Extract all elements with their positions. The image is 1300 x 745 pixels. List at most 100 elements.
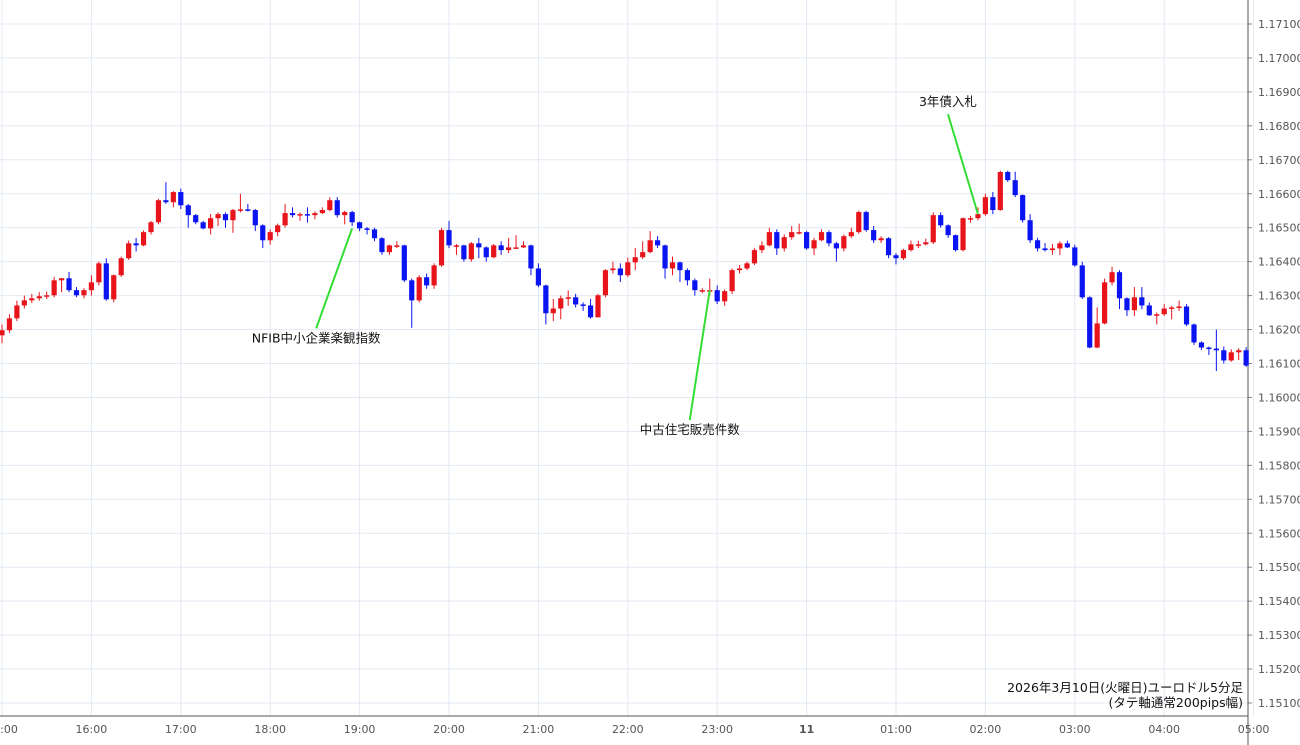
candle-down (334, 200, 340, 216)
candle-up (811, 240, 817, 249)
y-tick-label: 1.16600 (1258, 188, 1300, 201)
candle-down (535, 268, 541, 286)
candle-up (1102, 282, 1108, 324)
candle-up (856, 212, 862, 233)
candle-up (632, 257, 638, 263)
x-tick-label: 23:00 (701, 723, 733, 736)
candle-up (237, 209, 243, 211)
candle-up (520, 245, 527, 248)
candle-up (975, 214, 981, 219)
candle-up (36, 296, 42, 299)
y-tick-label: 1.16800 (1258, 120, 1300, 133)
x-tick-label: 11 (799, 723, 814, 736)
candle-up (148, 222, 154, 233)
candle-up (59, 278, 65, 281)
candle-up (647, 240, 653, 253)
candle-up (699, 290, 705, 292)
candle-up (1236, 350, 1242, 353)
candle-down (1191, 324, 1197, 343)
candle-down (1139, 297, 1145, 306)
y-tick-label: 1.15100 (1258, 697, 1300, 710)
candle-down (498, 245, 504, 251)
x-tick-label: 19:00 (344, 723, 376, 736)
candle-down (193, 215, 199, 223)
candle-up (1176, 306, 1182, 308)
candle-down (826, 232, 832, 244)
candle-up (558, 298, 564, 309)
candle-up (744, 263, 750, 269)
candle-down (461, 245, 467, 260)
candle-up (170, 192, 176, 203)
candle-down (1206, 347, 1212, 350)
annotation-line (315, 228, 354, 329)
candle-down (1072, 247, 1078, 266)
candle-up (982, 197, 988, 215)
x-tick-label: 17:00 (165, 723, 197, 736)
candle-down (424, 277, 430, 286)
chart-subtitle: (タテ軸通常200pips幅) (1108, 695, 1243, 710)
y-tick-label: 1.17100 (1258, 18, 1300, 31)
candle-up (900, 250, 907, 259)
candle-up (282, 213, 288, 226)
candle-up (513, 247, 519, 249)
x-tick-label: 18:00 (254, 723, 286, 736)
candle-down (1042, 248, 1048, 251)
candle-down (349, 212, 355, 223)
candle-up (1154, 314, 1160, 316)
candle-up (960, 218, 966, 251)
y-tick-label: 1.16100 (1258, 358, 1300, 371)
y-tick-label: 1.16500 (1258, 222, 1300, 235)
candle-up (722, 291, 728, 302)
chart-caption: 2026年3月10日(火曜日)ユーロドル5分足 (タテ軸通常200pips幅) (1007, 680, 1243, 710)
candle-up (1228, 352, 1234, 361)
chart-title: 2026年3月10日(火曜日)ユーロドル5分足 (1007, 680, 1243, 695)
candle-up (625, 262, 631, 276)
candle-up (140, 232, 147, 246)
candle-down (684, 270, 690, 281)
annotation-label: NFIB中小企業楽観指数 (252, 330, 381, 345)
candle-up (327, 200, 333, 211)
x-tick-label: 01:00 (880, 723, 912, 736)
candle-down (200, 222, 206, 229)
candle-down (945, 225, 951, 236)
candle-up (506, 247, 512, 251)
candle-down (222, 214, 229, 221)
candle-down (185, 205, 191, 216)
y-tick-label: 1.16000 (1258, 391, 1300, 404)
candle-up (394, 245, 400, 247)
candle-up (967, 218, 974, 220)
candle-up (908, 244, 914, 251)
candle-up (610, 268, 616, 271)
candle-up (1049, 248, 1056, 251)
candle-down (587, 305, 594, 318)
candle-up (51, 280, 57, 296)
candle-up (848, 232, 854, 237)
candle-up (1094, 323, 1100, 348)
candle-up (878, 238, 884, 241)
candle-up (595, 295, 601, 318)
candle-down (692, 280, 698, 291)
candle-up (1109, 272, 1115, 283)
candle-up (923, 242, 929, 245)
y-tick-label: 1.15800 (1258, 459, 1300, 472)
candle-down (163, 200, 169, 203)
candle-up (0, 330, 5, 336)
candle-down (245, 209, 251, 211)
candle-down (804, 232, 810, 249)
candle-down (1087, 297, 1093, 348)
x-tick-label: 04:00 (1148, 723, 1180, 736)
candle-up (997, 172, 1003, 211)
y-tick-label: 1.17000 (1258, 52, 1300, 65)
candle-down (409, 280, 415, 301)
candle-down (446, 230, 452, 246)
candle-down (1243, 350, 1249, 366)
x-tick-label: 22:00 (612, 723, 644, 736)
candle-up (468, 243, 474, 260)
candle-down (357, 222, 363, 229)
candle-down (1064, 243, 1070, 248)
candle-up (669, 262, 676, 269)
candle-up (21, 300, 27, 306)
candle-down (1198, 342, 1205, 348)
candle-down (655, 240, 661, 246)
